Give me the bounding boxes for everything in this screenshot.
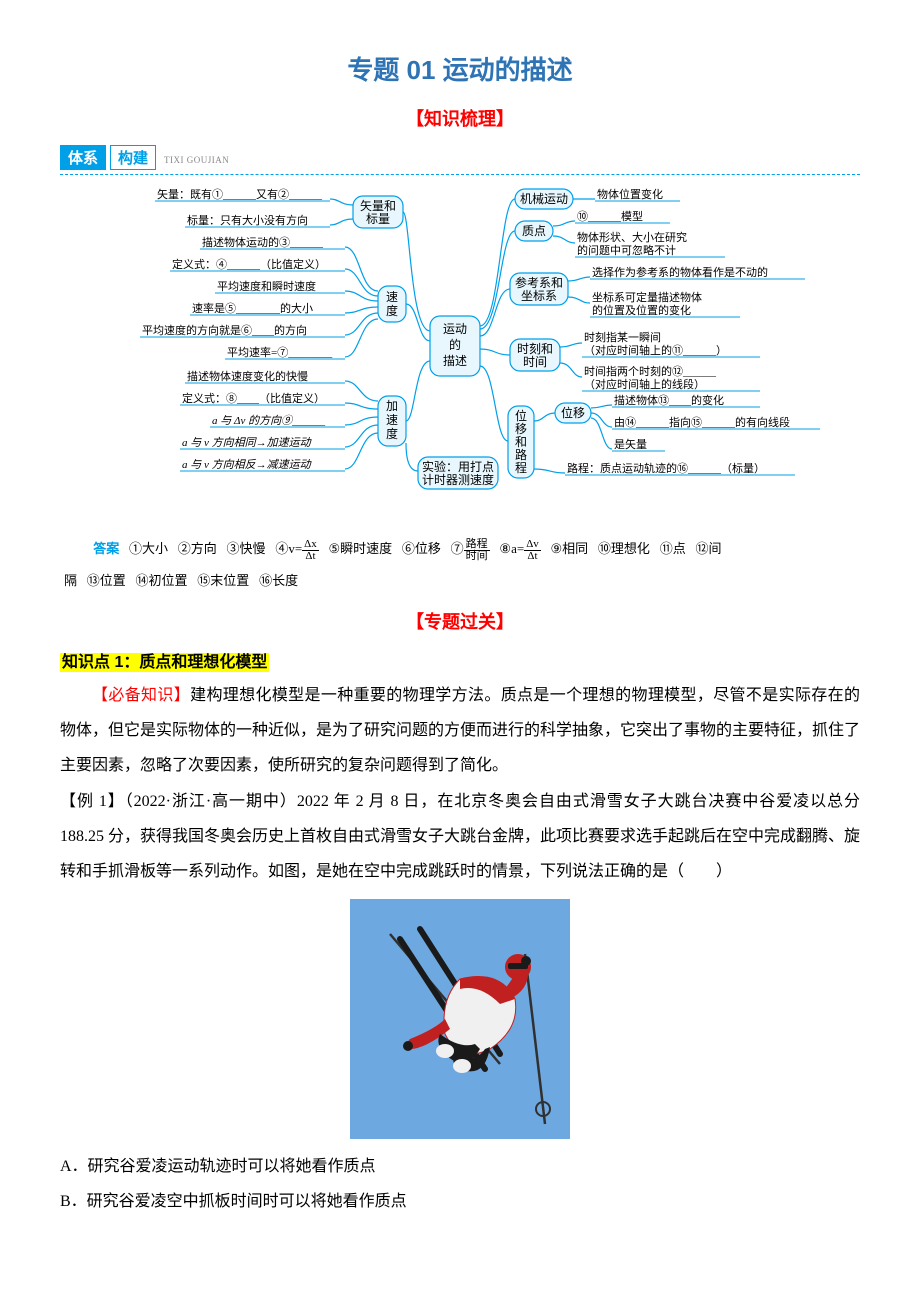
svg-text:（对应时间轴上的线段）: （对应时间轴上的线段） bbox=[584, 377, 705, 391]
svg-text:描述物体⑬____的变化: 描述物体⑬____的变化 bbox=[614, 393, 724, 407]
svg-text:定义式：④______（比值定义）: 定义式：④______（比值定义） bbox=[172, 257, 326, 271]
tixi-l3: TIXI GOUJIAN bbox=[164, 155, 229, 165]
ans-7: ⑦路程时间 bbox=[451, 541, 490, 556]
svg-text:和: 和 bbox=[515, 435, 527, 449]
svg-text:度: 度 bbox=[386, 426, 398, 441]
ans-9: ⑨相同 bbox=[551, 541, 589, 556]
svg-text:标量：只有大小没有方向: 标量：只有大小没有方向 bbox=[187, 213, 308, 227]
tixi-header: 体系构建 TIXI GOUJIAN bbox=[60, 145, 860, 175]
section-zhuanti: 【专题过关】 bbox=[60, 608, 860, 634]
svg-text:定义式：⑧____（比值定义）: 定义式：⑧____（比值定义） bbox=[182, 391, 325, 405]
ans-2: ②方向 bbox=[178, 541, 217, 556]
svg-text:矢量和: 矢量和 bbox=[360, 199, 396, 213]
tixi-l1: 体系 bbox=[60, 145, 106, 170]
svg-text:计时器测速度: 计时器测速度 bbox=[422, 472, 494, 487]
ans-14: ⑭初位置 bbox=[136, 573, 188, 588]
svg-text:位移: 位移 bbox=[561, 405, 585, 420]
svg-text:a 与 v 方向相反→减速运动: a 与 v 方向相反→减速运动 bbox=[182, 458, 313, 471]
ans-3: ③快慢 bbox=[227, 541, 266, 556]
svg-text:实验：用打点: 实验：用打点 bbox=[422, 459, 494, 474]
answer-label: 答案 bbox=[93, 541, 119, 556]
svg-text:a 与 Δv 的方向⑨______: a 与 Δv 的方向⑨______ bbox=[212, 414, 326, 427]
svg-text:（对应时间轴上的⑪______）: （对应时间轴上的⑪______） bbox=[584, 343, 727, 357]
mindmap: .nl { fill:none; stroke:#00a0e9; stroke-… bbox=[60, 181, 860, 526]
ans-6: ⑥位移 bbox=[402, 541, 441, 556]
svg-text:路程：质点运动轨迹的⑯______（标量）: 路程：质点运动轨迹的⑯______（标量） bbox=[567, 461, 765, 475]
kp1-body: 【必备知识】建构理想化模型是一种重要的物理学方法。质点是一个理想的物理模型，尽管… bbox=[60, 678, 860, 784]
svg-text:坐标系: 坐标系 bbox=[521, 289, 557, 303]
svg-text:的问题中可忽略不计: 的问题中可忽略不计 bbox=[577, 243, 676, 257]
svg-text:描述物体运动的③______: 描述物体运动的③______ bbox=[202, 235, 323, 249]
svg-text:坐标系可定量描述物体: 坐标系可定量描述物体 bbox=[592, 290, 702, 304]
option-A: A．研究谷爱凌运动轨迹时可以将她看作质点 bbox=[60, 1149, 860, 1184]
ans-5: ⑤瞬时速度 bbox=[328, 541, 392, 556]
svg-text:质点: 质点 bbox=[522, 224, 546, 238]
svg-text:参考系和: 参考系和 bbox=[515, 275, 563, 290]
svg-text:时刻指某一瞬间: 时刻指某一瞬间 bbox=[584, 330, 661, 344]
ans-15: ⑮末位置 bbox=[197, 573, 249, 588]
svg-text:选择作为参考系的物体看作是不动的: 选择作为参考系的物体看作是不动的 bbox=[592, 265, 768, 279]
ans-16: ⑯长度 bbox=[259, 573, 298, 588]
skier-figure bbox=[350, 899, 570, 1139]
svg-text:速率是⑤________的大小: 速率是⑤________的大小 bbox=[192, 301, 313, 315]
svg-text:平均速率=⑦________: 平均速率=⑦________ bbox=[227, 345, 333, 359]
svg-text:路: 路 bbox=[515, 447, 527, 462]
page-title: 专题 01 运动的描述 bbox=[60, 50, 860, 87]
ans-1: ①大小 bbox=[129, 541, 168, 556]
must-knowledge-label: 【必备知识】 bbox=[92, 687, 190, 704]
ans-12b: 隔 bbox=[64, 573, 77, 588]
svg-text:速: 速 bbox=[386, 290, 398, 304]
svg-text:时刻和: 时刻和 bbox=[517, 342, 553, 356]
svg-text:由⑭______指向⑮______的有向线段: 由⑭______指向⑮______的有向线段 bbox=[614, 415, 790, 429]
svg-text:是矢量: 是矢量 bbox=[614, 437, 647, 451]
svg-text:⑩______模型: ⑩______模型 bbox=[577, 209, 643, 223]
svg-text:标量: 标量 bbox=[366, 212, 390, 226]
svg-text:的位置及位置的变化: 的位置及位置的变化 bbox=[592, 303, 691, 317]
svg-text:运动: 运动 bbox=[443, 322, 467, 336]
ans-11: ⑪点 bbox=[660, 541, 686, 556]
svg-text:物体位置变化: 物体位置变化 bbox=[597, 187, 663, 201]
svg-text:加: 加 bbox=[386, 399, 398, 413]
ans-4: ④v=ΔxΔt bbox=[275, 541, 318, 556]
example-1-stem: 【例 1】（2022·浙江·高一期中）2022 年 2 月 8 日，在北京冬奥会… bbox=[60, 784, 860, 890]
svg-text:平均速度和瞬时速度: 平均速度和瞬时速度 bbox=[217, 279, 316, 293]
ans-8: ⑧a=ΔvΔt bbox=[499, 541, 540, 556]
knowledge-point-1: 知识点 1：质点和理想化模型 bbox=[60, 653, 269, 672]
svg-text:矢量：既有①______又有②______: 矢量：既有①______又有②______ bbox=[157, 187, 322, 201]
ans-13: ⑬位置 bbox=[87, 573, 126, 588]
svg-text:机械运动: 机械运动 bbox=[520, 191, 568, 206]
answer-line-2: 隔 ⑬位置 ⑭初位置 ⑮末位置 ⑯长度 bbox=[60, 568, 860, 594]
svg-text:程: 程 bbox=[515, 460, 527, 475]
svg-text:描述: 描述 bbox=[443, 354, 467, 368]
section-zhishu: 【知识梳理】 bbox=[60, 105, 860, 131]
svg-text:平均速度的方向就是⑥____的方向: 平均速度的方向就是⑥____的方向 bbox=[142, 323, 307, 337]
svg-text:移: 移 bbox=[515, 422, 527, 436]
svg-text:物体形状、大小在研究: 物体形状、大小在研究 bbox=[577, 230, 687, 244]
svg-text:描述物体速度变化的快慢: 描述物体速度变化的快慢 bbox=[187, 369, 308, 383]
svg-text:时间: 时间 bbox=[523, 355, 547, 369]
svg-text:a 与 v 方向相同→加速运动: a 与 v 方向相同→加速运动 bbox=[182, 436, 313, 449]
ans-12a: ⑫间 bbox=[695, 541, 721, 556]
svg-text:的: 的 bbox=[449, 337, 461, 352]
option-B: B．研究谷爱凌空中抓板时间时可以将她看作质点 bbox=[60, 1184, 860, 1219]
svg-text:度: 度 bbox=[386, 303, 398, 318]
svg-text:时间指两个时刻的⑫______: 时间指两个时刻的⑫______ bbox=[584, 364, 716, 378]
ans-10: ⑩理想化 bbox=[598, 541, 650, 556]
svg-text:位: 位 bbox=[515, 408, 527, 423]
tixi-l2: 构建 bbox=[110, 145, 156, 170]
answer-line: 答案 ①大小 ②方向 ③快慢 ④v=ΔxΔt ⑤瞬时速度 ⑥位移 ⑦路程时间 ⑧… bbox=[60, 536, 860, 562]
svg-text:速: 速 bbox=[386, 413, 398, 427]
